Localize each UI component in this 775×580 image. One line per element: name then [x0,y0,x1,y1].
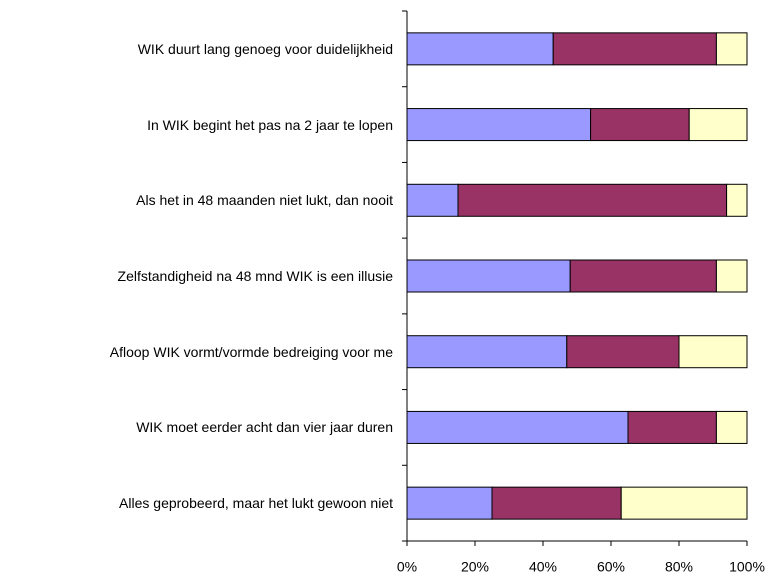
bar-segment [491,486,622,520]
bar-segment [406,486,493,520]
bar-segment [590,108,690,142]
bar-segment [715,259,748,293]
bar-segment [688,108,748,142]
category-label: In WIK begint het pas na 2 jaar te lopen [0,100,393,150]
bar-segment [406,183,459,217]
category-label: Alles geprobeerd, maar het lukt gewoon n… [0,478,393,528]
bar-segment [457,183,728,217]
category-text: In WIK begint het pas na 2 jaar te lopen [147,116,393,133]
x-tick-label: 40% [529,559,557,575]
bar-segment [406,335,568,369]
category-text: Als het in 48 maanden niet lukt, dan noo… [136,192,393,209]
bar-segment [678,335,748,369]
bar-segment [620,486,748,520]
category-label: Als het in 48 maanden niet lukt, dan noo… [0,175,393,225]
x-tick-label: 60% [597,559,625,575]
category-label: WIK moet eerder acht dan vier jaar duren [0,402,393,452]
bar-segment [566,335,680,369]
bar-segment [627,410,717,444]
bar-segment [552,32,717,66]
x-tick-label: 0% [397,559,417,575]
bar-segment [406,108,592,142]
category-text: WIK duurt lang genoeg voor duidelijkheid [137,40,393,57]
bar-segment [406,32,554,66]
x-tick-label: 20% [461,559,489,575]
bar-segment [406,259,571,293]
category-text: Alles geprobeerd, maar het lukt gewoon n… [119,495,393,512]
bar-segment [569,259,717,293]
category-text: Zelfstandigheid na 48 mnd WIK is een ill… [117,268,393,284]
category-label: Zelfstandigheid na 48 mnd WIK is een ill… [0,251,393,301]
x-tick-label: 80% [665,559,693,575]
bar-segment [715,32,748,66]
category-label: Afloop WIK vormt/vormde bedreiging voor … [0,327,393,377]
category-label: WIK duurt lang genoeg voor duidelijkheid [0,24,393,74]
bar-segment [726,183,748,217]
bar-segment [715,410,748,444]
category-text: Afloop WIK vormt/vormde bedreiging voor … [109,343,393,360]
category-text: WIK moet eerder acht dan vier jaar duren [136,419,393,436]
bar-segment [406,410,629,444]
x-tick-label: 100% [729,559,765,575]
